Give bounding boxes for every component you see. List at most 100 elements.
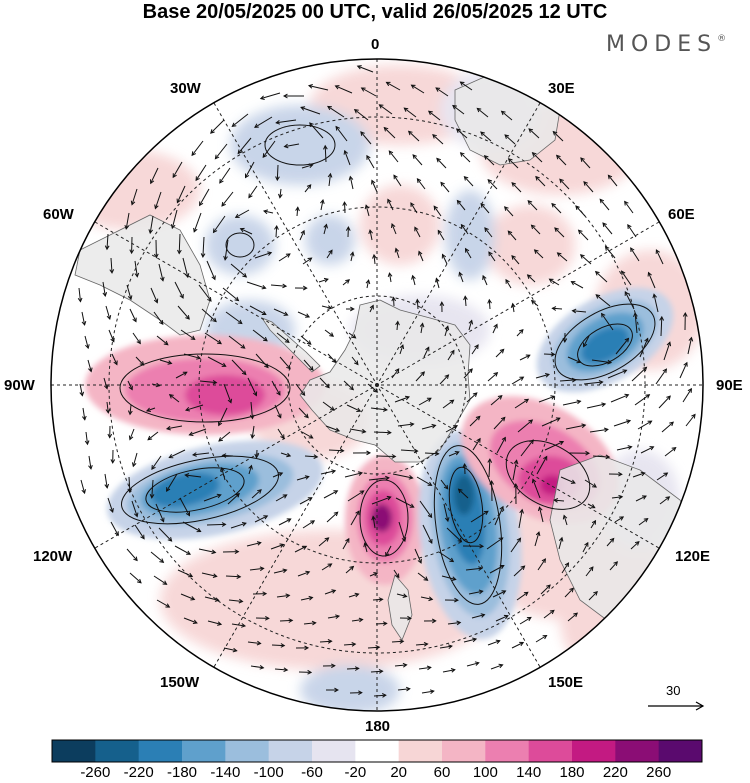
wind-vector — [492, 324, 498, 334]
wind-vector — [297, 571, 310, 577]
wind-vector — [437, 230, 445, 241]
wind-vector — [296, 207, 299, 217]
wind-vector-head — [252, 391, 258, 397]
wind-vector — [308, 85, 329, 91]
wind-vector — [327, 105, 345, 118]
wind-vector — [611, 496, 623, 499]
wind-vector — [150, 287, 158, 303]
wind-vector-head — [436, 157, 441, 163]
wind-vector — [185, 474, 202, 478]
wind-vector — [276, 594, 290, 598]
wind-vector-head — [499, 565, 505, 570]
wind-vector — [297, 311, 310, 318]
wind-vector — [599, 198, 610, 211]
wind-vector-head — [345, 537, 350, 543]
wind-vector — [420, 323, 424, 334]
wind-vector — [441, 575, 456, 580]
wind-vector-head — [535, 175, 540, 181]
wind-vector-head — [585, 450, 591, 456]
wind-vector — [191, 140, 204, 156]
wind-vector-head — [589, 566, 594, 572]
wind-vector-head — [450, 668, 456, 673]
wind-vector-head — [498, 663, 504, 669]
wind-vector-head — [595, 294, 601, 299]
wind-vector — [158, 263, 164, 281]
wind-vector — [595, 294, 611, 307]
wind-vector — [456, 128, 468, 139]
wind-vector — [343, 643, 356, 646]
wind-vector — [198, 548, 216, 553]
wind-vector-head — [261, 310, 267, 315]
wind-vector — [256, 449, 258, 458]
wind-vector — [132, 452, 138, 467]
wind-vector-head — [555, 417, 561, 422]
wind-vector — [624, 291, 635, 310]
wind-vector-head — [295, 206, 300, 212]
wind-vector-head — [149, 493, 155, 499]
wind-vector-head — [345, 226, 351, 231]
wind-vector — [348, 593, 359, 598]
wind-vector-head — [633, 312, 638, 317]
wind-vector — [185, 404, 204, 411]
wind-vector-head — [381, 693, 387, 698]
wind-vector-head — [300, 391, 306, 397]
wind-vector-head — [172, 173, 177, 179]
wind-vector-head — [283, 143, 289, 149]
wind-vector — [490, 395, 503, 406]
wind-vector-head — [212, 379, 218, 385]
wind-vector-head — [127, 295, 133, 301]
wind-vector — [575, 205, 586, 217]
wind-vector-head — [621, 270, 626, 276]
wind-vector — [512, 460, 518, 481]
wind-vector-head — [361, 428, 367, 434]
wind-vector — [246, 281, 266, 289]
wind-vector — [387, 199, 394, 211]
wind-vector-head — [571, 308, 577, 314]
wind-vector — [484, 155, 495, 166]
wind-vector — [224, 239, 229, 260]
wind-vector-head — [627, 224, 632, 229]
wind-vector — [343, 380, 354, 391]
wind-vector — [134, 260, 138, 277]
wind-vector-head — [223, 255, 228, 261]
wind-vector — [624, 201, 634, 214]
wind-vector — [552, 307, 563, 310]
wind-vector-head — [624, 337, 630, 343]
wind-vector — [416, 476, 432, 486]
wind-vector — [195, 164, 207, 181]
wind-vector — [106, 401, 109, 413]
wind-vector-head — [457, 537, 463, 543]
wind-vector — [182, 257, 189, 278]
wind-vector — [255, 353, 269, 368]
wind-vector — [203, 494, 221, 502]
wind-vector-head — [624, 290, 629, 296]
wind-vector — [532, 479, 541, 499]
wind-vector-head — [476, 437, 481, 443]
wind-vector-head — [484, 227, 489, 232]
wind-vector — [392, 473, 413, 479]
wind-vector — [111, 353, 118, 365]
wind-vector-head — [487, 179, 493, 184]
wind-vector — [480, 131, 492, 142]
wind-vector-head — [451, 576, 457, 581]
wind-vector — [254, 116, 273, 128]
wind-vector-head — [478, 589, 484, 595]
wind-vector — [302, 520, 315, 529]
wind-vector-head — [283, 311, 289, 316]
wind-vector — [396, 321, 399, 331]
wind-vector-head — [348, 175, 354, 181]
wind-vector-head — [594, 270, 600, 276]
wind-vector-head — [88, 465, 93, 470]
wind-vector — [468, 320, 473, 331]
wind-vector — [583, 335, 590, 347]
wind-vector-head — [394, 368, 400, 374]
lon-label-90e: 90E — [716, 377, 743, 394]
wind-vector-head — [182, 371, 188, 376]
wind-vector — [80, 479, 86, 494]
wind-vector-head — [403, 107, 409, 112]
wind-vector-head — [310, 520, 316, 525]
wind-vector — [219, 167, 231, 184]
wind-vector — [605, 246, 616, 259]
wind-vector — [543, 353, 555, 355]
wind-vector-head — [415, 298, 420, 304]
